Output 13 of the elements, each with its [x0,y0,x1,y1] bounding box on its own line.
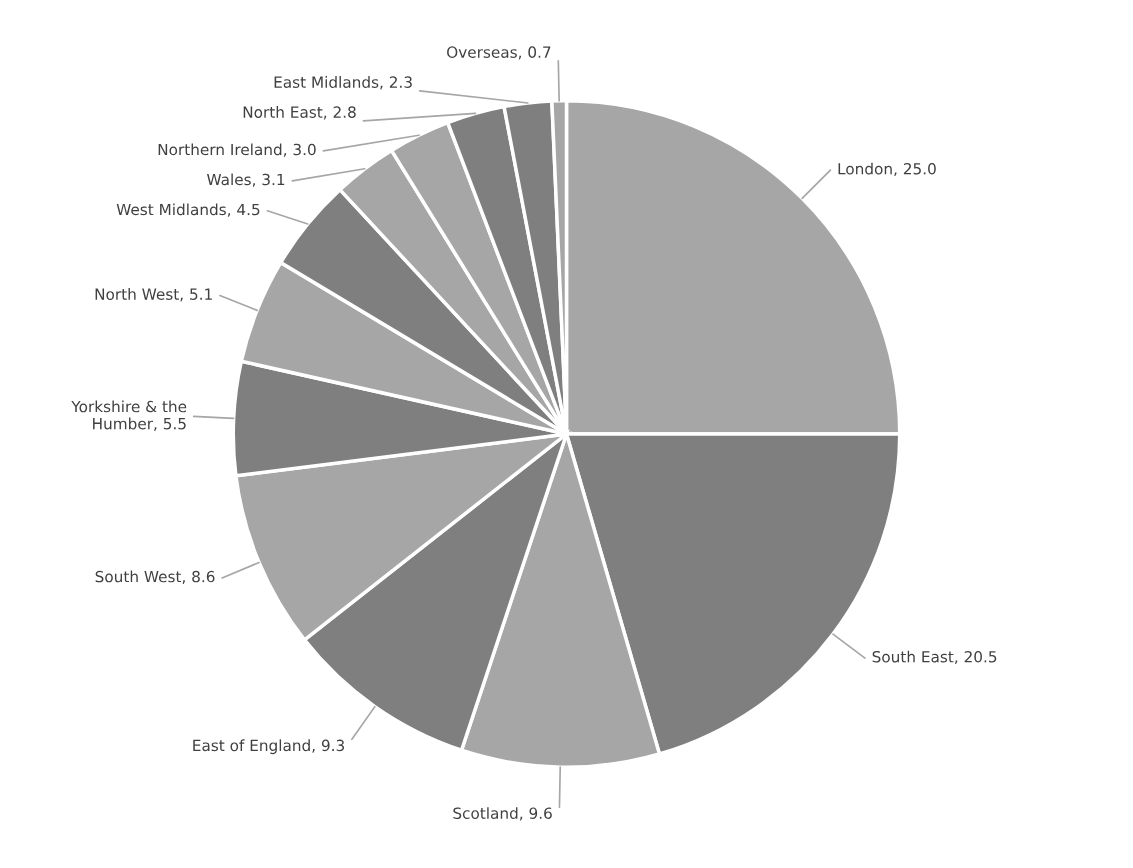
slice-label: London, 25.0 [838,162,936,177]
slice-label: Scotland, 9.6 [453,807,552,821]
slice-label: East of England, 9.3 [193,739,345,755]
slice-label: Yorkshire & the Humber, 5.5 [71,400,187,431]
slice-label: North East, 2.8 [243,106,356,120]
slice-label: West Midlands, 4.5 [116,203,260,217]
slice-label: South West, 8.6 [95,570,215,584]
slice-label: Overseas, 0.7 [447,46,551,60]
slice-label: North West, 5.1 [95,288,212,302]
slice-label: South East, 20.5 [872,650,997,665]
slice-label: Northern Ireland, 3.0 [158,143,316,157]
slice-label: East Midlands, 2.3 [274,76,412,90]
slice-label: Wales, 3.1 [207,173,285,187]
